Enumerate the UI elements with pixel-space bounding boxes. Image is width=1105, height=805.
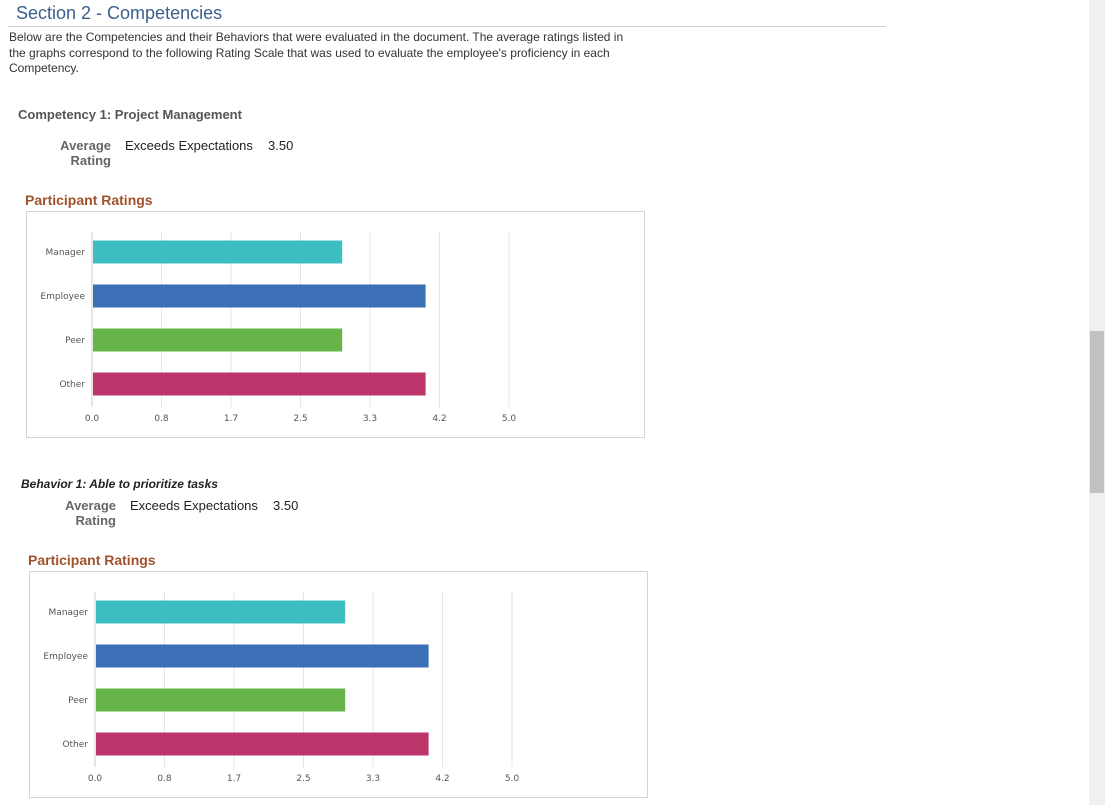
average-label-line2: Rating — [70, 153, 111, 168]
average-rating-label: Average Rating — [51, 138, 111, 168]
average-rating-value: 3.50 — [273, 498, 299, 513]
participant-ratings-heading: Participant Ratings — [28, 552, 156, 568]
average-rating-value: 3.50 — [268, 138, 294, 153]
average-label-line1: Average — [60, 138, 111, 153]
x-tick-label: 5.0 — [502, 414, 517, 424]
category-label: Peer — [65, 336, 85, 346]
category-label: Employee — [43, 652, 88, 662]
x-tick-label: 4.2 — [435, 774, 449, 784]
category-label: Manager — [49, 608, 89, 618]
x-tick-label: 2.5 — [296, 774, 310, 784]
vertical-scrollbar[interactable] — [1089, 0, 1105, 805]
bar-employee — [96, 644, 429, 668]
x-tick-label: 1.7 — [227, 774, 241, 784]
behavior-ratings-chart: 0.0 0.8 1.7 2.5 3.3 4.2 5.0 Manager Employee Peer… — [29, 571, 648, 798]
x-tick-label: 0.8 — [157, 774, 172, 784]
x-tick-label: 3.3 — [363, 414, 377, 424]
bar-manager — [96, 600, 346, 624]
x-tick-label: 3.3 — [366, 774, 380, 784]
x-tick-label: 2.5 — [293, 414, 307, 424]
average-label-line2: Rating — [75, 513, 116, 528]
x-tick-label: 5.0 — [505, 774, 520, 784]
x-tick-label: 4.2 — [432, 414, 446, 424]
participant-ratings-heading: Participant Ratings — [25, 192, 153, 208]
x-tick-label: 0.8 — [154, 414, 169, 424]
category-label: Other — [62, 740, 88, 750]
behavior-title: Behavior 1: Able to prioritize tasks — [21, 477, 218, 491]
average-rating-label: Average Rating — [56, 498, 116, 528]
x-tick-label: 1.7 — [224, 414, 238, 424]
bar-other — [93, 372, 426, 396]
scrollbar-thumb[interactable] — [1090, 331, 1104, 493]
competency-ratings-chart: 0.0 0.8 1.7 2.5 3.3 4.2 5.0 Manager Employee Peer… — [26, 211, 645, 438]
competency-title: Competency 1: Project Management — [18, 107, 242, 122]
bar-employee — [93, 284, 426, 308]
x-tick-label: 0.0 — [85, 414, 100, 424]
competency-ratings-svg: 0.0 0.8 1.7 2.5 3.3 4.2 5.0 Manager Employee Peer… — [40, 232, 517, 424]
section-title: Section 2 - Competencies — [8, 3, 886, 27]
bar-other — [96, 732, 429, 756]
bar-peer — [96, 688, 346, 712]
x-tick-label: 0.0 — [88, 774, 103, 784]
intro-text: Below are the Competencies and their Beh… — [9, 30, 624, 75]
average-rating-text: Exceeds Expectations — [130, 498, 258, 513]
category-label: Other — [59, 380, 85, 390]
bar-manager — [93, 240, 343, 264]
category-label: Employee — [40, 292, 85, 302]
category-label: Manager — [46, 248, 86, 258]
average-label-line1: Average — [65, 498, 116, 513]
behavior-ratings-svg: 0.0 0.8 1.7 2.5 3.3 4.2 5.0 Manager Employee Peer… — [43, 592, 520, 784]
category-label: Peer — [68, 696, 88, 706]
bar-peer — [93, 328, 343, 352]
average-rating-text: Exceeds Expectations — [125, 138, 253, 153]
